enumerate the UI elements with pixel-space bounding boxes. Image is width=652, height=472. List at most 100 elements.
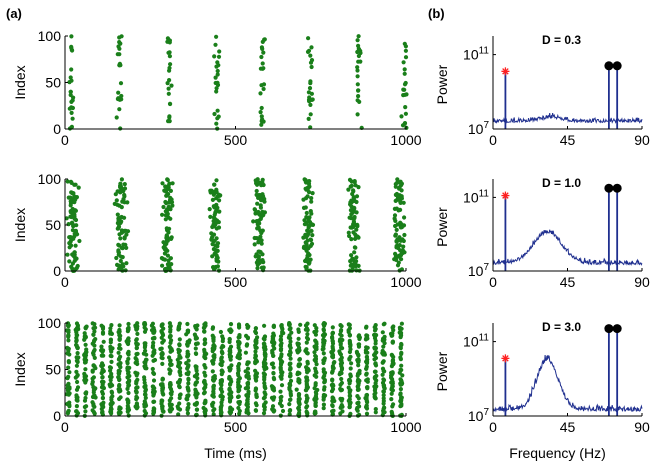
spike-point — [260, 66, 265, 71]
spike-point — [117, 336, 122, 341]
spike-point — [67, 352, 72, 357]
spike-point — [108, 331, 113, 336]
spike-point — [151, 378, 157, 383]
spike-point — [237, 325, 242, 330]
spike-point — [169, 262, 174, 267]
x-tick-label: 0 — [61, 132, 69, 148]
spike-point — [169, 396, 174, 401]
x-tick-label: 45 — [560, 274, 576, 290]
spike-point — [218, 193, 223, 198]
spike-point — [185, 349, 190, 354]
chart-a2: 0 500 1000 0 50 100 Index — [12, 171, 422, 290]
spike-point — [399, 398, 404, 403]
spike-point — [245, 398, 250, 403]
spike-point — [372, 346, 377, 351]
spike-point — [74, 321, 80, 326]
spike-point — [351, 216, 356, 221]
spike-point — [160, 356, 165, 361]
spike-point — [220, 369, 225, 374]
spike-point — [403, 44, 408, 49]
spike-point — [400, 123, 406, 128]
spike-point — [176, 347, 181, 352]
spike-point — [346, 187, 351, 192]
spike-point — [117, 189, 122, 194]
spike-point — [349, 253, 354, 258]
spike-point — [73, 208, 78, 213]
spike-point — [288, 393, 293, 398]
spike-point — [330, 344, 335, 349]
spike-point — [229, 395, 234, 400]
spike-point — [91, 410, 96, 415]
spike-point — [400, 373, 405, 378]
spike-point — [330, 403, 335, 408]
spike-point — [126, 352, 131, 357]
spike-point — [237, 384, 242, 389]
spike-point — [92, 343, 97, 348]
spike-point — [214, 86, 219, 91]
spike-point — [219, 355, 224, 360]
spike-point — [115, 212, 120, 217]
spike-point — [392, 216, 397, 221]
spike-point — [279, 360, 284, 366]
spike-point — [159, 352, 164, 357]
spike-point — [380, 330, 385, 335]
spike-point — [278, 337, 283, 342]
spike-point — [207, 207, 212, 212]
spike-point — [365, 336, 370, 341]
spike-point — [160, 398, 165, 403]
spike-point — [245, 366, 251, 371]
spike-point — [73, 182, 78, 187]
spike-point — [215, 60, 220, 65]
spike-point — [125, 380, 130, 385]
spike-point — [135, 377, 140, 382]
spike-point — [185, 353, 190, 358]
spike-point — [65, 376, 70, 381]
spike-point — [169, 83, 174, 88]
spike-point — [67, 241, 72, 246]
spike-point — [211, 219, 216, 224]
chart-b2: 0 45 90 107 1011 D = 1.0 Power — [434, 176, 650, 290]
spike-point — [70, 116, 75, 121]
spike-point — [403, 55, 409, 60]
spike-point — [331, 360, 336, 366]
spike-point — [166, 86, 171, 91]
spike-point — [124, 261, 129, 266]
spike-point — [150, 336, 155, 341]
spike-point — [220, 351, 225, 356]
spike-point — [355, 74, 360, 79]
spike-point — [194, 336, 199, 341]
spike-point — [403, 92, 408, 97]
spike-point — [340, 409, 345, 414]
spike-point — [109, 359, 114, 364]
spike-point — [253, 401, 258, 406]
spike-point — [259, 45, 264, 50]
spike-point — [373, 395, 378, 401]
spike-point — [83, 335, 88, 340]
spike-point — [398, 199, 403, 204]
spike-point — [66, 334, 71, 339]
spike-point — [308, 102, 313, 107]
spike-point — [271, 324, 276, 329]
spike-point — [254, 378, 259, 383]
spike-point — [330, 409, 335, 414]
spike-point — [381, 378, 387, 383]
spike-point — [252, 207, 257, 212]
spike-point — [402, 71, 407, 76]
spike-point — [321, 406, 326, 411]
spike-point — [118, 354, 123, 359]
spike-point — [401, 60, 406, 65]
y-tick-label: 50 — [45, 217, 61, 233]
spike-point — [392, 213, 398, 218]
spike-point — [256, 236, 261, 242]
spike-point — [253, 329, 258, 334]
spike-point — [253, 408, 258, 413]
spike-point — [203, 399, 208, 404]
spike-point — [167, 38, 172, 43]
spike-point — [245, 382, 251, 387]
spike-point — [77, 238, 82, 244]
spike-point — [237, 361, 242, 367]
spike-point — [70, 261, 75, 266]
spike-point — [399, 114, 404, 119]
y-axis-label: Index — [12, 352, 28, 386]
spike-point — [186, 381, 191, 386]
